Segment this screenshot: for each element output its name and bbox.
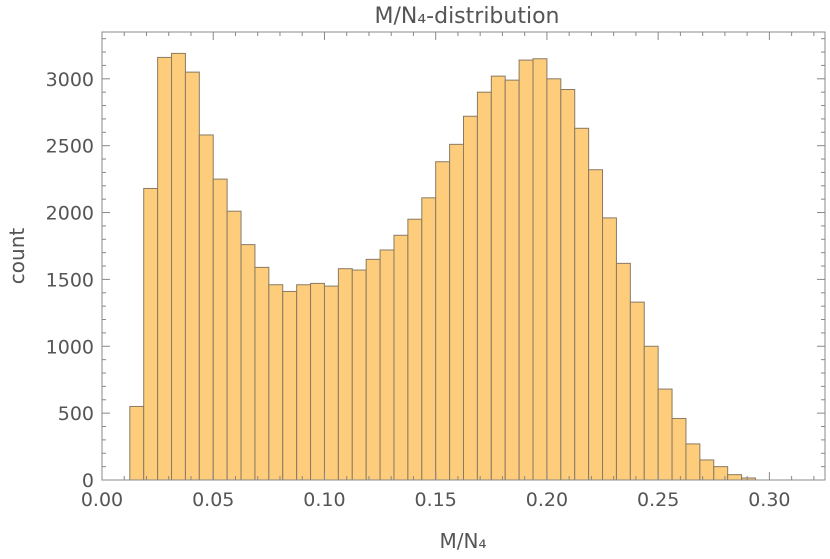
histogram-bar — [560, 89, 576, 481]
y-tick-label: 500 — [58, 403, 94, 425]
y-tick-label: 1500 — [46, 269, 94, 291]
histogram-bar — [727, 474, 743, 481]
histogram-bar — [629, 301, 645, 481]
histogram-bar — [337, 268, 353, 481]
histogram-bar — [657, 388, 673, 481]
x-tick-label: 0.30 — [748, 489, 790, 511]
chart-title: M/N₄-distribution — [375, 4, 560, 29]
histogram-bar — [518, 59, 534, 481]
histogram-bar — [282, 290, 298, 481]
histogram-bar — [268, 284, 284, 481]
histogram-bar — [226, 210, 242, 481]
plot-frame — [101, 31, 826, 481]
histogram-bar — [490, 75, 506, 481]
y-axis-title: count — [5, 228, 29, 285]
histogram-bar — [171, 52, 186, 481]
histogram-bar — [602, 217, 617, 481]
x-axis: 0.00 0.05 0.10 0.15 0.20 0.25 0.30 — [81, 32, 815, 511]
histogram-bar — [379, 249, 395, 481]
histogram-bar — [365, 258, 381, 481]
histogram-bar — [143, 187, 159, 481]
histogram-bar — [129, 405, 145, 481]
histogram-bar — [713, 466, 729, 481]
histogram-bar — [546, 78, 562, 481]
histogram-bar — [699, 459, 715, 481]
histogram-bar — [421, 197, 437, 481]
x-tick-label: 0.10 — [303, 489, 345, 511]
x-tick-label: 0.25 — [637, 489, 679, 511]
histogram-bar — [449, 143, 465, 481]
y-tick-label: 1000 — [46, 336, 94, 358]
histogram-bar — [296, 284, 312, 481]
histogram-bar — [323, 285, 339, 481]
histogram-bar — [240, 244, 256, 481]
histogram-bar — [615, 262, 631, 481]
chart-title-text: M/N₄-distribution — [375, 4, 560, 29]
histogram-bar — [463, 115, 478, 481]
histogram-bar — [476, 91, 492, 481]
histogram-bar — [212, 178, 228, 481]
histogram-bar — [351, 269, 367, 481]
x-tick-label: 0.00 — [81, 489, 123, 511]
y-tick-label: 2000 — [46, 203, 94, 225]
x-tick-label: 0.15 — [415, 489, 457, 511]
y-tick-label: 3000 — [46, 69, 94, 91]
histogram-bar — [407, 218, 423, 481]
histogram-bar — [310, 282, 325, 481]
histogram-bar — [435, 161, 451, 481]
histogram-bar — [588, 169, 604, 481]
bars-group — [129, 52, 756, 481]
y-tick-label: 2500 — [46, 136, 94, 158]
histogram-bar — [643, 345, 659, 481]
histogram-bar — [574, 127, 590, 481]
x-axis-title: M/N₄ — [440, 529, 487, 553]
x-tick-label: 0.20 — [526, 489, 568, 511]
histogram-bar — [198, 134, 214, 481]
histogram-bar — [184, 71, 200, 481]
y-tick-label: 0 — [82, 470, 94, 492]
y-axis: 0 500 1000 1500 2000 2500 3000 — [46, 38, 825, 492]
histogram-bar — [671, 417, 687, 481]
histogram-bar — [504, 79, 520, 481]
histogram-bar — [685, 443, 701, 481]
histogram-bar — [393, 234, 409, 481]
histogram-bar — [532, 58, 548, 481]
x-tick-label: 0.05 — [192, 489, 234, 511]
histogram-bar — [157, 56, 173, 481]
histogram-bar — [254, 266, 270, 481]
